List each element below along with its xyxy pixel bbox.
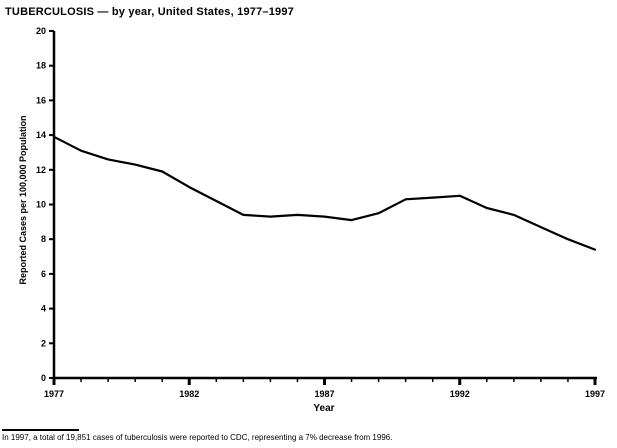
- x-axis-title: Year: [313, 403, 335, 414]
- x-tick-label: 1997: [585, 389, 605, 399]
- chart-title: TUBERCULOSIS — by year, United States, 1…: [5, 6, 294, 18]
- x-tick-label: 1987: [314, 389, 334, 399]
- y-tick-label: 18: [36, 61, 46, 71]
- y-tick-label: 0: [41, 373, 46, 383]
- y-tick-label: 6: [41, 269, 46, 279]
- x-tick-label: 1977: [44, 389, 64, 399]
- y-tick-label: 2: [41, 338, 46, 348]
- y-tick-label: 14: [36, 130, 46, 140]
- footnote-rule: [2, 429, 79, 431]
- y-tick-label: 8: [41, 234, 46, 244]
- y-tick-label: 16: [36, 95, 46, 105]
- x-tick-label: 1992: [450, 389, 470, 399]
- tuberculosis-rate-line: [52, 135, 597, 251]
- footnote-text: In 1997, a total of 19,851 cases of tube…: [2, 433, 393, 442]
- y-tick-label: 4: [41, 304, 46, 314]
- y-tick-label: 12: [36, 165, 46, 175]
- y-tick-label: 20: [36, 26, 46, 36]
- y-tick-label: 10: [36, 200, 46, 210]
- x-tick-label: 1982: [179, 389, 199, 399]
